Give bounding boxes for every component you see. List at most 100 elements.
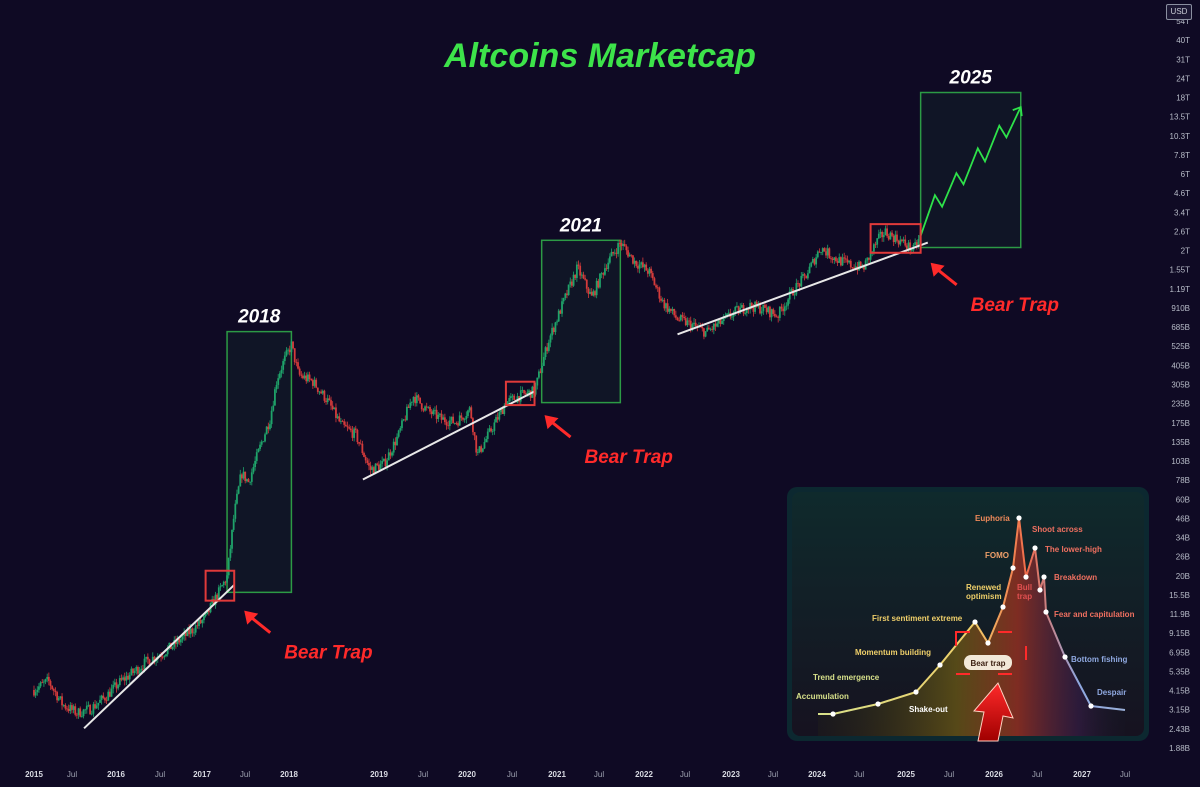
candle-body <box>107 691 110 701</box>
candle-body <box>485 438 488 443</box>
bear-trap-label: Bear Trap <box>971 295 1059 316</box>
candle-body <box>561 301 563 314</box>
candle-body <box>440 413 443 420</box>
candle-body <box>293 348 296 363</box>
candle-body <box>328 398 331 401</box>
candle-body <box>674 315 677 318</box>
candle-body <box>579 265 582 276</box>
candle-body <box>524 393 527 395</box>
projection-arrowhead <box>1012 105 1023 117</box>
candle-body <box>506 401 509 407</box>
candle-body <box>241 474 243 479</box>
candle-body <box>219 586 222 588</box>
candle-body <box>528 390 530 393</box>
x-tick-label: 2025 <box>897 770 915 779</box>
candle-body <box>254 460 257 467</box>
candle-body <box>315 379 318 388</box>
bear-trap-arrowhead <box>930 262 945 277</box>
x-tick-label: 2023 <box>722 770 740 779</box>
candle-body <box>816 251 819 258</box>
x-tick-label: Jul <box>155 770 165 779</box>
cycle-point <box>1043 609 1049 615</box>
candle-body <box>797 283 799 284</box>
y-tick-label: 7.8T <box>1174 151 1190 160</box>
candle-body <box>843 257 846 259</box>
candle-body <box>683 316 686 319</box>
candle-body <box>838 257 841 263</box>
candle-body <box>71 705 73 710</box>
candle-body <box>706 327 709 332</box>
candle-body <box>480 446 483 452</box>
candle-body <box>684 318 687 326</box>
candle-body <box>415 395 418 404</box>
candle-body <box>259 444 261 449</box>
y-tick-label: 135B <box>1171 438 1190 447</box>
candle-body <box>267 426 270 430</box>
candle-body <box>689 320 692 330</box>
candle-body <box>105 700 108 702</box>
candle-body <box>808 266 811 274</box>
candle-body <box>300 374 303 376</box>
candle-body <box>701 326 704 329</box>
x-tick-label: Jul <box>768 770 778 779</box>
candle-body <box>849 260 852 268</box>
candle-body <box>420 403 423 410</box>
candle-body <box>87 705 90 706</box>
candle-body <box>113 682 116 685</box>
candle-body <box>330 400 332 406</box>
candle-body <box>123 677 126 681</box>
candle-body <box>102 695 105 698</box>
candle-body <box>234 503 237 519</box>
y-tick-label: 40T <box>1176 36 1190 45</box>
candle-body <box>148 659 151 665</box>
candle-body <box>612 251 615 254</box>
cycle-point <box>972 619 978 625</box>
candle-body <box>462 417 464 420</box>
candle-body <box>450 416 453 421</box>
candle-body <box>184 632 187 636</box>
candle-body <box>566 293 568 296</box>
candle-body <box>222 581 225 586</box>
candle-body <box>551 327 554 336</box>
x-tick-label: 2021 <box>548 770 566 779</box>
bear-trap-arrowhead <box>244 610 259 625</box>
candle-body <box>589 291 591 294</box>
candle-body <box>828 248 831 258</box>
candle-body <box>618 243 621 244</box>
candle-body <box>569 281 572 285</box>
y-tick-label: 2T <box>1181 247 1190 256</box>
candle-body <box>310 379 313 381</box>
candle-body <box>412 396 415 402</box>
y-tick-label: 103B <box>1171 457 1190 466</box>
cycle-phase-label: Shake-out <box>909 705 948 714</box>
market-cycle-inset: Accumulation Trend emergence Shake-out Mome… <box>787 487 1149 742</box>
candle-body <box>775 316 778 318</box>
candle-body <box>501 408 504 415</box>
candle-body <box>110 688 113 697</box>
candle-body <box>818 251 821 253</box>
candle-body <box>292 341 294 349</box>
x-tick-label: 2018 <box>280 770 298 779</box>
candle-body <box>859 261 862 268</box>
candle-body <box>100 695 103 700</box>
candle-body <box>617 243 620 254</box>
cycle-point <box>1032 545 1038 551</box>
y-tick-label: 3.15B <box>1169 706 1190 715</box>
candle-body <box>901 239 903 242</box>
candle-body <box>721 321 723 324</box>
candle-body <box>358 442 360 444</box>
candle-body <box>336 416 339 418</box>
candle-body <box>51 685 54 690</box>
candle-body <box>500 408 502 413</box>
candle-body <box>759 304 761 314</box>
candle-body <box>491 430 494 432</box>
candle-body <box>204 614 207 617</box>
currency-badge[interactable]: USD <box>1166 4 1192 20</box>
candle-body <box>679 315 682 321</box>
candle-body <box>780 306 783 309</box>
candle-body <box>536 377 539 386</box>
candle-body <box>313 379 316 386</box>
candle-body <box>811 258 814 263</box>
x-tick-label: Jul <box>240 770 250 779</box>
